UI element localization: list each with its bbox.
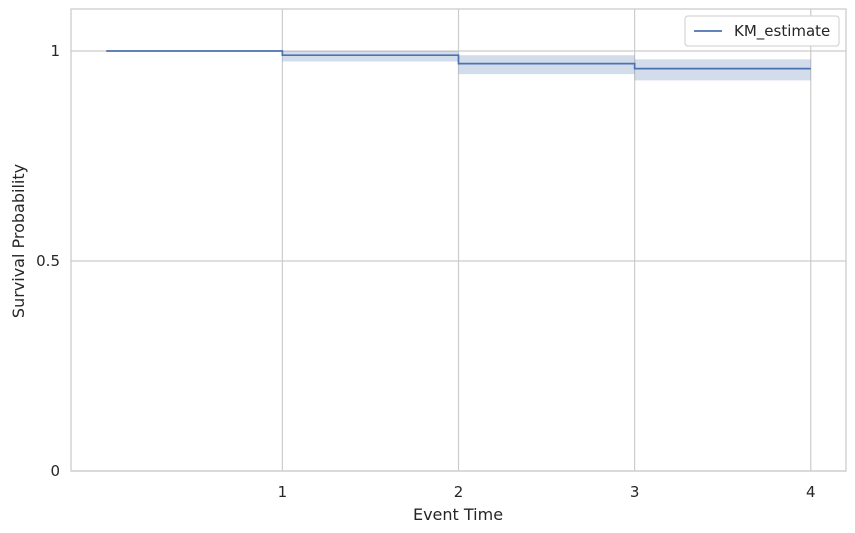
y-tick-label-2: 1	[50, 42, 60, 60]
tick-labels: 1 2 3 4 0 0.5 1	[36, 42, 815, 501]
x-tick-label-0: 1	[278, 483, 288, 501]
legend: KM_estimate	[685, 16, 839, 46]
y-axis-label: Survival Probability	[9, 164, 28, 318]
x-tick-label-3: 4	[806, 483, 816, 501]
x-tick-label-2: 3	[630, 483, 640, 501]
legend-entry-km-estimate: KM_estimate	[734, 22, 830, 41]
y-tick-label-0: 0	[50, 462, 60, 480]
y-tick-label-1: 0.5	[36, 252, 60, 270]
x-axis-label: Event Time	[413, 505, 503, 524]
x-tick-label-1: 2	[454, 483, 464, 501]
